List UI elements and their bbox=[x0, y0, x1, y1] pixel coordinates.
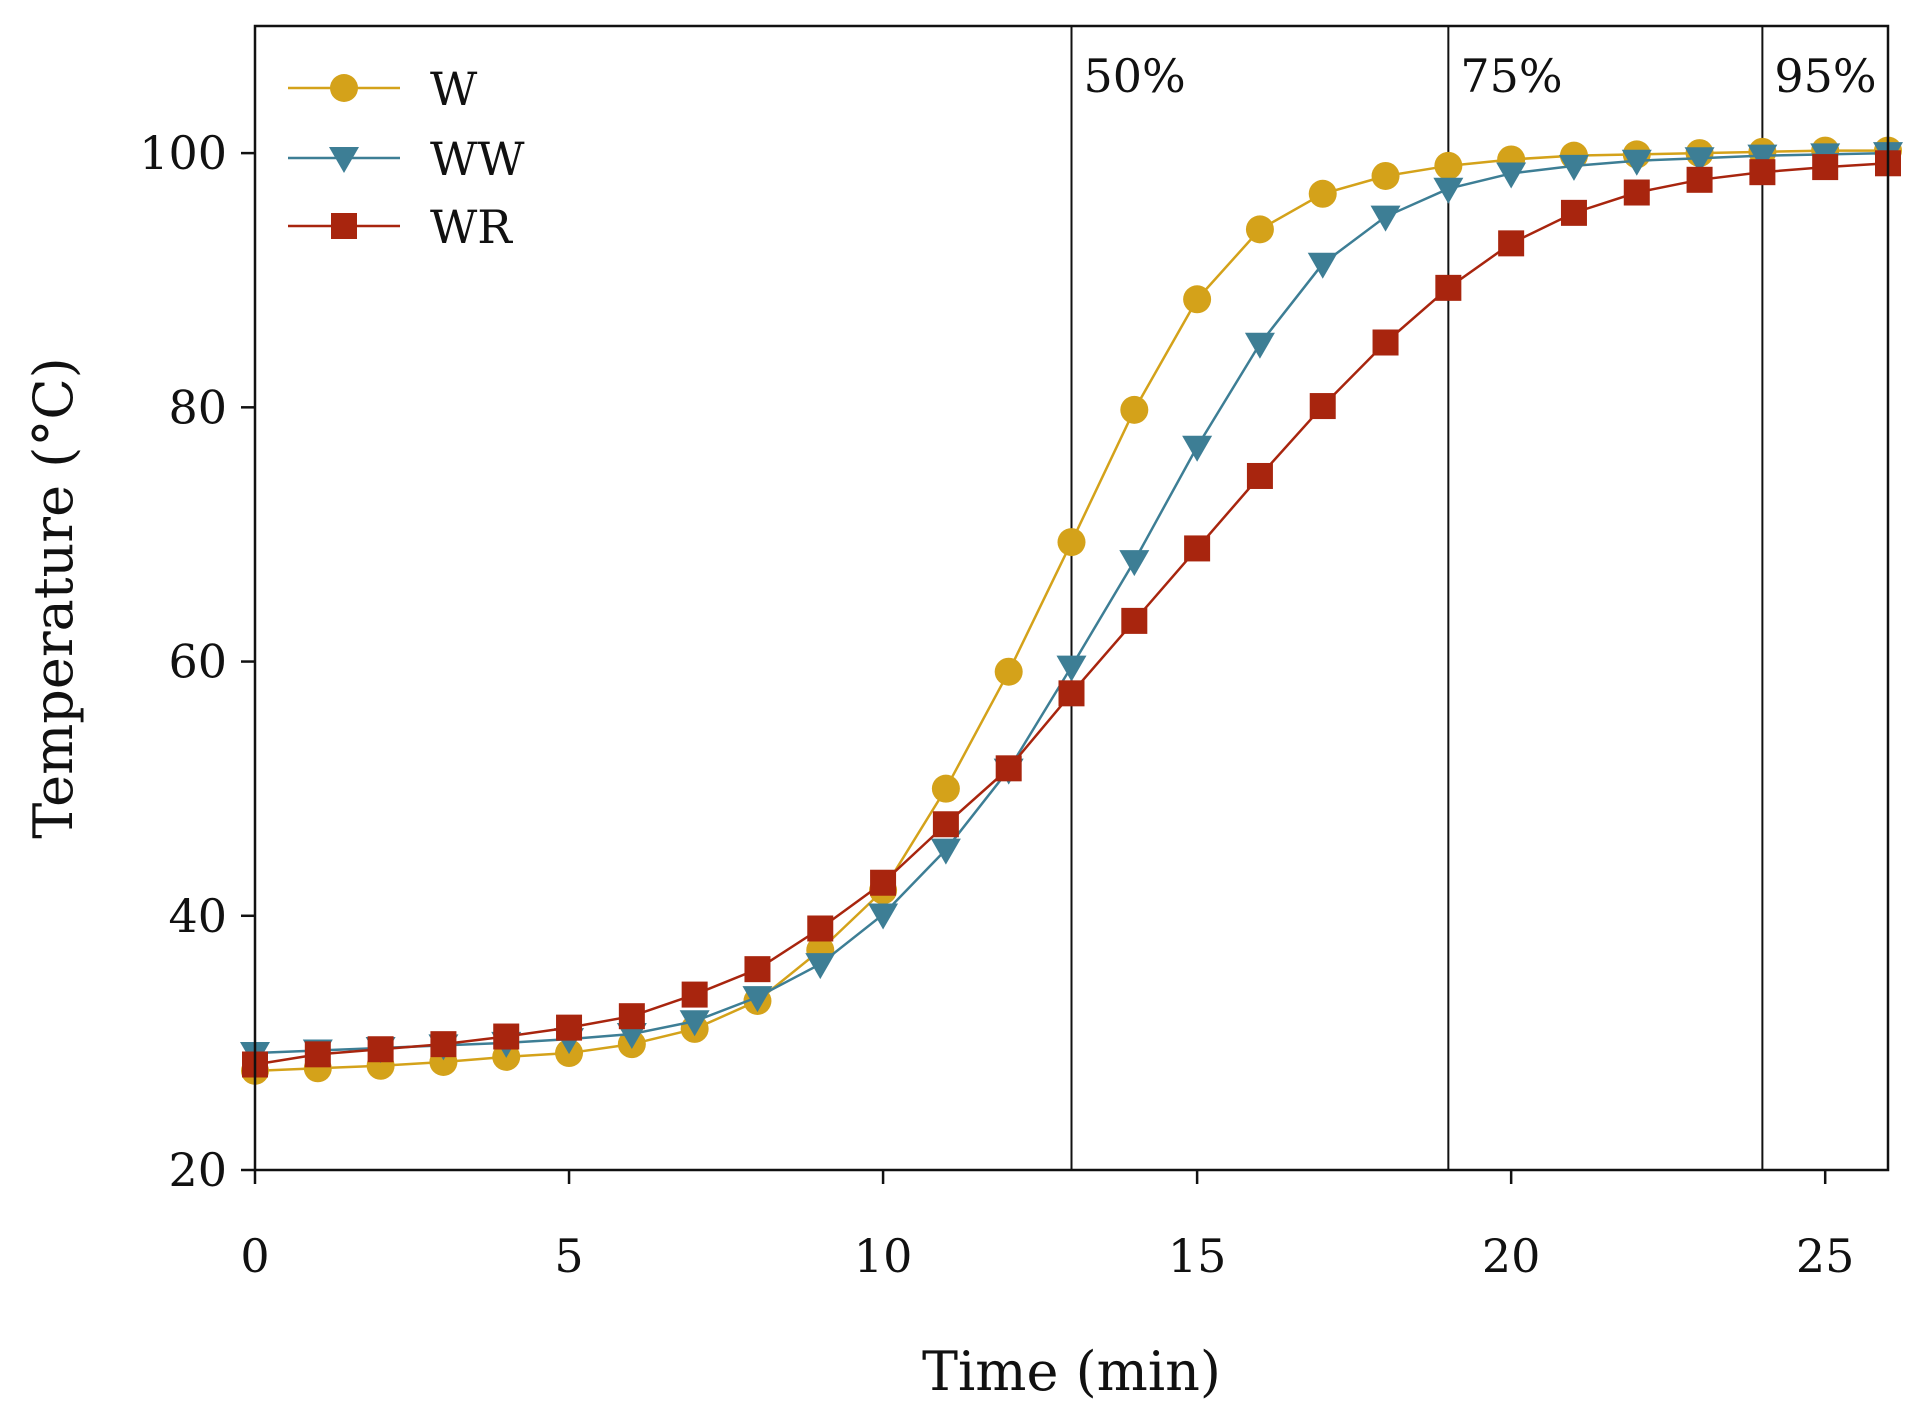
point-ww-13 bbox=[1056, 655, 1087, 682]
threshold-label-50: 50% bbox=[1084, 49, 1186, 103]
point-ww-16 bbox=[1244, 332, 1275, 359]
point-wr-12 bbox=[995, 755, 1022, 782]
x-tick-label-0: 0 bbox=[240, 1229, 269, 1283]
legend-label-ww: WW bbox=[430, 132, 525, 186]
x-tick-label-15: 15 bbox=[1168, 1229, 1227, 1283]
series-wr bbox=[242, 150, 1901, 1078]
threshold-label-75: 75% bbox=[1460, 49, 1562, 103]
point-wr-24 bbox=[1749, 159, 1776, 186]
y-tick-label-60: 60 bbox=[168, 635, 227, 689]
point-w-14 bbox=[1120, 395, 1149, 424]
legend-item-ww: WW bbox=[288, 132, 525, 186]
x-tick-label-10: 10 bbox=[854, 1229, 913, 1283]
point-ww-19 bbox=[1433, 177, 1464, 204]
point-ww-8 bbox=[742, 986, 773, 1013]
point-wr-14 bbox=[1121, 607, 1148, 634]
point-ww-20 bbox=[1496, 162, 1527, 189]
axis-ticks: 0 5 10 15 20 25 20 40 60 80 100 bbox=[139, 126, 1854, 1283]
point-w-11 bbox=[931, 774, 960, 803]
point-ww-11 bbox=[930, 838, 961, 865]
point-wr-20 bbox=[1498, 230, 1525, 257]
y-tick-label-20: 20 bbox=[168, 1143, 227, 1197]
plot-frame bbox=[253, 24, 1890, 1172]
point-ww-18 bbox=[1370, 205, 1401, 232]
legend-marker-wr bbox=[331, 213, 357, 239]
point-ww-21 bbox=[1558, 154, 1589, 181]
y-tick-label-100: 100 bbox=[139, 126, 227, 180]
point-wr-23 bbox=[1686, 166, 1713, 193]
point-wr-21 bbox=[1560, 199, 1587, 226]
x-axis-title: Time (min) bbox=[922, 1340, 1221, 1403]
x-tick-label-5: 5 bbox=[554, 1229, 583, 1283]
point-ww-6 bbox=[616, 1022, 647, 1049]
point-wr-19 bbox=[1435, 274, 1462, 301]
legend-label-w: W bbox=[430, 62, 478, 116]
point-wr-1 bbox=[304, 1041, 331, 1068]
x-tick-label-25: 25 bbox=[1796, 1229, 1855, 1283]
point-wr-5 bbox=[556, 1014, 583, 1041]
point-w-16 bbox=[1245, 215, 1274, 244]
point-wr-6 bbox=[618, 1003, 645, 1030]
point-wr-22 bbox=[1623, 179, 1650, 206]
point-wr-15 bbox=[1184, 535, 1211, 562]
point-w-15 bbox=[1183, 285, 1212, 314]
point-wr-25 bbox=[1812, 154, 1839, 181]
series-ww bbox=[240, 142, 1903, 1069]
point-wr-4 bbox=[493, 1023, 520, 1050]
point-wr-17 bbox=[1309, 393, 1336, 420]
point-ww-23 bbox=[1684, 147, 1715, 174]
point-w-13 bbox=[1057, 528, 1086, 557]
point-wr-7 bbox=[681, 981, 708, 1008]
point-wr-18 bbox=[1372, 329, 1399, 356]
point-wr-9 bbox=[807, 915, 834, 942]
legend-item-wr: WR bbox=[288, 200, 513, 254]
point-wr-10 bbox=[870, 869, 897, 896]
point-ww-15 bbox=[1182, 435, 1213, 462]
point-ww-17 bbox=[1307, 252, 1338, 279]
y-tick-label-40: 40 bbox=[168, 889, 227, 943]
x-tick-label-20: 20 bbox=[1482, 1229, 1541, 1283]
point-wr-3 bbox=[430, 1031, 457, 1058]
point-wr-16 bbox=[1246, 462, 1273, 489]
point-ww-9 bbox=[805, 953, 836, 980]
point-w-18 bbox=[1371, 161, 1400, 190]
series-layer bbox=[240, 136, 1903, 1085]
legend-marker-ww bbox=[329, 147, 359, 173]
point-w-19 bbox=[1434, 151, 1463, 180]
legend-marker-w bbox=[330, 74, 358, 102]
threshold-lines: 50% 75% 95% bbox=[1070, 26, 1877, 1170]
point-wr-8 bbox=[744, 956, 771, 983]
point-wr-11 bbox=[932, 811, 959, 838]
threshold-label-95: 95% bbox=[1774, 49, 1876, 103]
point-ww-24 bbox=[1747, 144, 1778, 171]
point-w-17 bbox=[1308, 179, 1337, 208]
point-ww-10 bbox=[868, 903, 899, 930]
legend-item-w: W bbox=[288, 62, 478, 116]
point-ww-22 bbox=[1621, 149, 1652, 176]
point-ww-7 bbox=[679, 1010, 710, 1037]
point-w-12 bbox=[994, 657, 1023, 686]
point-wr-2 bbox=[367, 1036, 394, 1063]
y-axis-title: Temperature (°C) bbox=[22, 357, 85, 838]
y-tick-label-80: 80 bbox=[168, 380, 227, 434]
legend-label-wr: WR bbox=[430, 200, 513, 254]
point-ww-14 bbox=[1119, 550, 1150, 577]
point-wr-13 bbox=[1058, 680, 1085, 707]
